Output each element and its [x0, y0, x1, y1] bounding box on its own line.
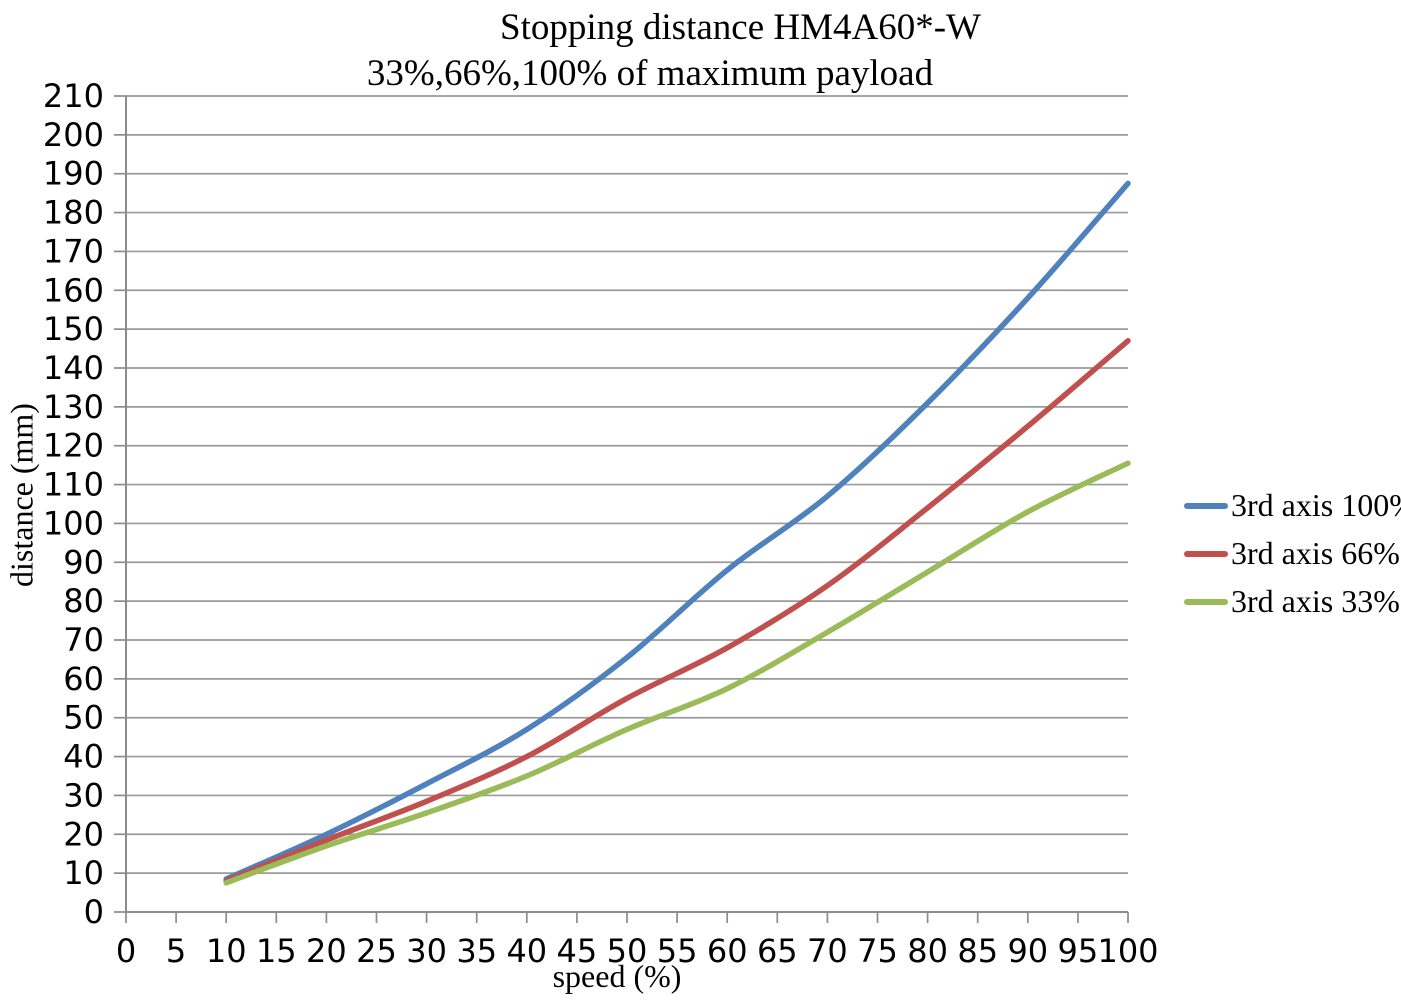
series-line: [223, 180, 1131, 882]
x-tick-label: 45: [557, 932, 598, 970]
x-tick-label: 80: [907, 932, 948, 970]
x-tick-label: 35: [456, 932, 497, 970]
x-tick-label: 20: [306, 932, 347, 970]
legend-item-label: 3rd axis 33%: [1231, 583, 1400, 619]
y-tick-label: 120: [43, 427, 104, 465]
x-tick-label: 85: [957, 932, 998, 970]
y-tick-label: 210: [43, 77, 104, 115]
y-tick-label: 60: [63, 660, 104, 698]
legend: 3rd axis 100% 3rd axis 66% 3rd axis 33%: [1184, 487, 1401, 619]
y-tick-label: 110: [43, 466, 104, 504]
x-tick-label: 30: [406, 932, 447, 970]
x-tick-label: 50: [607, 932, 648, 970]
x-tick-label: 70: [807, 932, 848, 970]
x-tick-label: 60: [707, 932, 748, 970]
y-tick-label: 80: [63, 582, 104, 620]
legend-item: 3rd axis 33%: [1184, 583, 1401, 619]
y-tick-label: 0: [84, 893, 104, 931]
x-tick-label: 90: [1007, 932, 1048, 970]
y-tick-label: 90: [63, 543, 104, 581]
legend-item: 3rd axis 66%: [1184, 535, 1401, 571]
y-tick-label: 190: [43, 155, 104, 193]
x-tick-label: 25: [356, 932, 397, 970]
chart-title: Stopping distance HM4A60*-W: [500, 7, 981, 48]
x-tick-label: 75: [857, 932, 898, 970]
series-line: [223, 460, 1131, 886]
y-tick-label: 100: [43, 504, 104, 542]
x-axis-title: speed (%): [552, 958, 682, 994]
y-tick-label: 40: [63, 738, 104, 776]
legend-item-label: 3rd axis 66%: [1231, 535, 1400, 571]
y-tick-label: 130: [43, 388, 104, 426]
y-tick-label: 30: [63, 776, 104, 814]
x-tick-label: 15: [256, 932, 297, 970]
x-tick-label: 65: [757, 932, 798, 970]
x-tick-label: 55: [657, 932, 698, 970]
y-tick-label: 20: [63, 815, 104, 853]
y-tick-label: 150: [43, 310, 104, 348]
series-line: [223, 338, 1131, 884]
y-axis-title: distance (mm): [3, 403, 40, 587]
y-tick-label: 50: [63, 699, 104, 737]
chart-subtitle: 33%,66%,100% of maximum payload: [366, 53, 934, 94]
x-tick-label: 100: [1097, 932, 1158, 970]
x-tick-label: 40: [506, 932, 547, 970]
y-tick-label: 170: [43, 232, 104, 270]
legend-item: 3rd axis 100%: [1184, 487, 1401, 523]
y-tick-label: 70: [63, 621, 104, 659]
y-tick-label: 140: [43, 349, 104, 387]
y-tick-label: 200: [43, 116, 104, 154]
x-tick-label: 5: [166, 932, 186, 970]
x-tick-label: 95: [1058, 932, 1099, 970]
legend-line-swatch-33: [1184, 598, 1228, 605]
y-tick-label: 10: [63, 854, 104, 892]
legend-line-swatch-100: [1184, 502, 1228, 509]
y-tick-label: 160: [43, 271, 104, 309]
y-tick-label: 180: [43, 194, 104, 232]
legend-item-label: 3rd axis 100%: [1231, 487, 1401, 523]
legend-line-swatch-66: [1184, 550, 1228, 557]
x-tick-label: 10: [206, 932, 247, 970]
x-tick-label: 0: [116, 932, 136, 970]
